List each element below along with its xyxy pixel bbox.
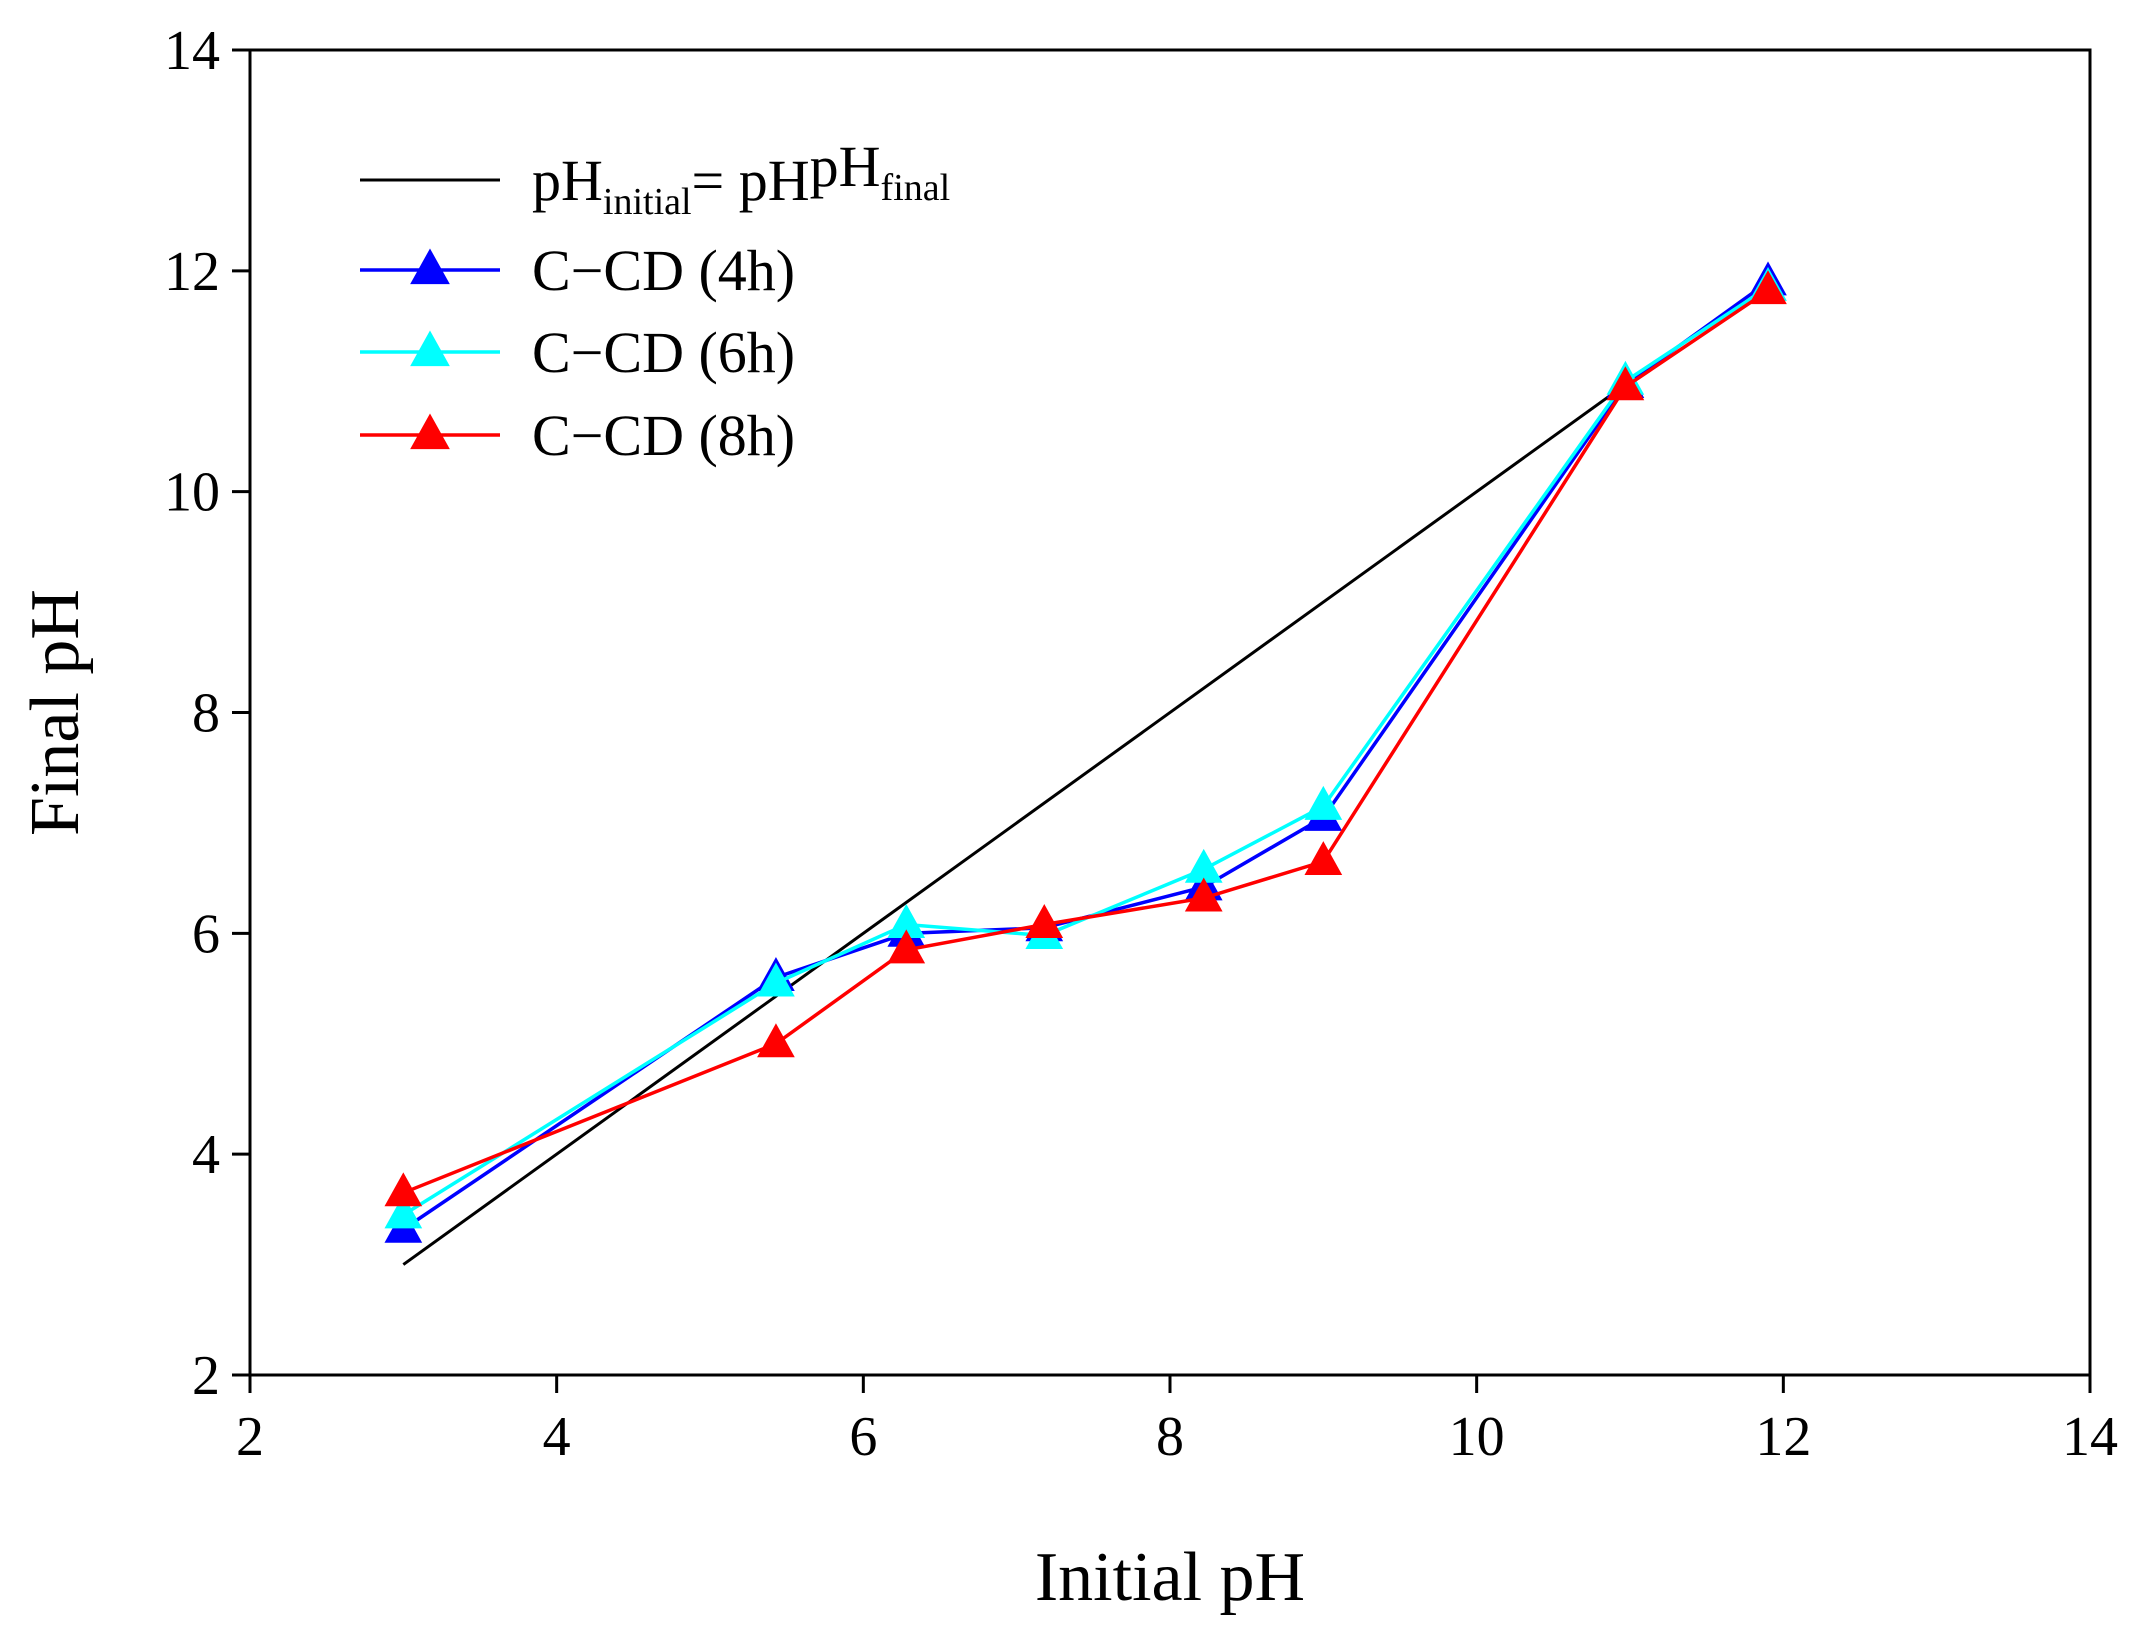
legend-reference-label: pHinitial= pHpHfinal (532, 134, 950, 223)
x-tick-label: 8 (1156, 1406, 1184, 1468)
legend-subscript: initial (603, 181, 692, 223)
legend-text-part: pH (810, 134, 881, 199)
y-tick-label: 10 (164, 462, 220, 524)
legend-swatch-marker (410, 330, 450, 367)
data-point (384, 1172, 423, 1207)
reference-line (402, 380, 1631, 1266)
data-point (1184, 877, 1223, 912)
legend-series-label: C−CD (8h) (532, 403, 795, 468)
x-tick-label: 2 (236, 1406, 264, 1468)
series-line (402, 289, 1769, 1195)
series-line (402, 285, 1769, 1217)
y-tick-label: 2 (192, 1345, 220, 1407)
data-point (887, 929, 926, 964)
x-tick-label: 14 (2062, 1406, 2118, 1468)
x-tick-label: 4 (543, 1406, 571, 1468)
x-tick-label: 12 (1755, 1406, 1811, 1468)
y-tick-label: 14 (164, 20, 220, 82)
data-point (1304, 841, 1343, 876)
legend-text-part: pH (532, 148, 603, 213)
y-tick-label: 4 (192, 1124, 220, 1186)
x-axis-label: Initial pH (1035, 1539, 1305, 1616)
data-point (1749, 270, 1787, 305)
legend-subscript: final (881, 167, 951, 209)
data-point (1304, 785, 1343, 820)
data-point (757, 962, 795, 997)
y-axis-label: Final pH (17, 589, 94, 836)
x-tick-label: 6 (849, 1406, 877, 1468)
series-line (402, 280, 1770, 1231)
data-point (757, 1023, 795, 1058)
data-point (1606, 366, 1645, 401)
legend-swatch-marker (410, 413, 450, 450)
data-point (1025, 904, 1064, 938)
x-tick-label: 10 (1449, 1406, 1505, 1468)
legend-series-label: C−CD (4h) (532, 238, 795, 303)
y-tick-label: 8 (192, 683, 220, 745)
legend-swatch-marker (410, 248, 450, 285)
legend-series-label: C−CD (6h) (532, 320, 795, 385)
data-point (1184, 848, 1223, 883)
y-tick-label: 12 (164, 241, 220, 303)
series-3 (384, 270, 1787, 1207)
data-point (384, 1194, 423, 1229)
legend-text-part: = pH (692, 148, 810, 213)
y-tick-label: 6 (192, 903, 220, 965)
